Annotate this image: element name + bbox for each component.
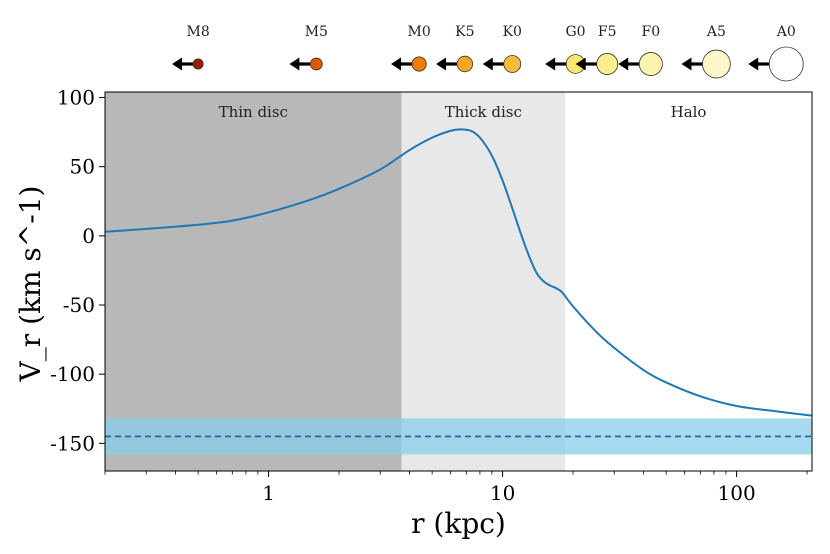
star-dot bbox=[456, 55, 474, 73]
star-label: M8 bbox=[186, 24, 209, 40]
arrow-head bbox=[575, 57, 586, 71]
arrow-head bbox=[482, 57, 493, 71]
star-label: M0 bbox=[408, 24, 431, 40]
star-label: A0 bbox=[776, 24, 796, 40]
star-marker-k0: K0 bbox=[482, 24, 522, 73]
y-tick-label: -50 bbox=[63, 293, 95, 317]
y-tick-label: 0 bbox=[82, 224, 95, 248]
axes-frame bbox=[104, 91, 813, 472]
star-label: F5 bbox=[598, 24, 617, 40]
region-label-thin-disc: Thin disc bbox=[219, 103, 288, 121]
star-marker-m5: M5 bbox=[289, 24, 328, 71]
star-dot bbox=[702, 49, 731, 79]
star-dot bbox=[503, 55, 522, 73]
star-dot bbox=[638, 52, 663, 76]
region-halo bbox=[565, 92, 812, 471]
star-dot bbox=[411, 56, 427, 72]
arrow-head bbox=[748, 57, 759, 71]
star-label: K0 bbox=[503, 24, 522, 40]
star-marker-m0: M0 bbox=[391, 24, 431, 72]
star-marker-g0: G0 bbox=[545, 24, 586, 74]
arrow-head bbox=[391, 57, 402, 71]
arrow-head bbox=[289, 57, 300, 71]
y-tick-label: 50 bbox=[70, 155, 95, 179]
star-label: G0 bbox=[565, 24, 585, 40]
y-axis-label: V_r (km s^-1) bbox=[14, 186, 47, 383]
star-label: M5 bbox=[305, 24, 328, 40]
region-thick-disc bbox=[401, 92, 566, 471]
plot-area bbox=[105, 92, 812, 471]
x-tick-label: 10 bbox=[490, 481, 515, 505]
y-tick-label: 100 bbox=[57, 86, 95, 110]
star-marker-f0: F0 bbox=[618, 24, 663, 76]
x-tick-label: 1 bbox=[262, 481, 275, 505]
star-marker-f5: F5 bbox=[575, 24, 619, 75]
y-tick-label: -150 bbox=[50, 431, 95, 455]
arrow-head bbox=[172, 57, 183, 71]
star-marker-k5: K5 bbox=[436, 24, 475, 73]
star-dot bbox=[768, 46, 804, 82]
star-marker-a5: A5 bbox=[681, 24, 731, 79]
star-marker-a0: A0 bbox=[748, 24, 804, 82]
region-thin-disc bbox=[105, 92, 402, 471]
arrow-head bbox=[681, 57, 692, 71]
arrow-head bbox=[545, 57, 556, 71]
star-label: F0 bbox=[642, 24, 661, 40]
region-label-thick-disc: Thick disc bbox=[445, 103, 522, 121]
y-tick-label: -100 bbox=[50, 362, 95, 386]
arrow-head bbox=[436, 57, 447, 71]
region-label-halo: Halo bbox=[671, 103, 707, 121]
star-dot bbox=[596, 53, 619, 75]
x-tick-label: 100 bbox=[718, 481, 756, 505]
velocity-curve bbox=[105, 128, 812, 417]
x-axis-label: r (kpc) bbox=[411, 507, 506, 540]
star-dot bbox=[309, 57, 323, 71]
star-label: K5 bbox=[455, 24, 474, 40]
star-marker-m8: M8 bbox=[172, 24, 210, 71]
star-dot bbox=[192, 58, 204, 70]
star-label: A5 bbox=[706, 24, 726, 40]
arrow-head bbox=[618, 57, 629, 71]
